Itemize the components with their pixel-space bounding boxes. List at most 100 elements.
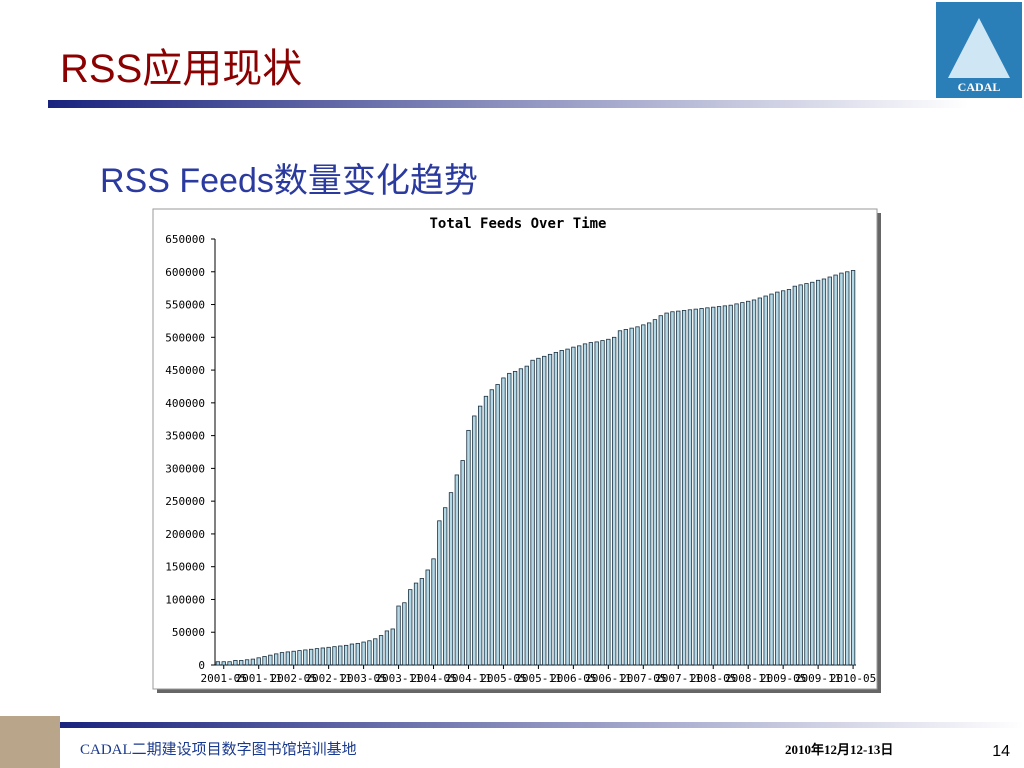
bar	[256, 657, 261, 666]
bar	[751, 299, 757, 666]
x-tick-label: 2007-05	[620, 672, 666, 685]
bar	[320, 647, 325, 666]
plot: 0 50000 100000 150000 200000 250000 300000 3500…	[165, 233, 876, 685]
bar	[542, 355, 547, 666]
bar	[355, 642, 360, 666]
bar	[693, 308, 698, 666]
logo-shape	[948, 18, 1010, 78]
x-tick-label: 2009-05	[760, 672, 806, 685]
chart-title: Total Feeds Over Time	[429, 216, 606, 232]
bar	[530, 359, 535, 666]
y-tick-label: 400000	[165, 397, 205, 410]
bar	[448, 492, 454, 666]
bar	[716, 306, 722, 666]
bar	[606, 338, 611, 666]
bar	[408, 589, 413, 666]
bar	[594, 341, 599, 666]
slide-subtitle: RSS Feeds数量变化趋势	[100, 162, 478, 200]
y-tick-label: 100000	[165, 593, 205, 606]
bar	[507, 372, 512, 666]
bar	[839, 272, 844, 666]
bar	[402, 602, 407, 666]
bar	[670, 311, 675, 666]
bar	[821, 278, 827, 666]
bar	[722, 305, 728, 666]
bar	[792, 285, 797, 666]
bar	[419, 578, 425, 666]
bar	[233, 660, 238, 666]
bar	[239, 660, 244, 666]
bar	[378, 635, 384, 666]
x-tick-label: 2007-11	[655, 672, 701, 685]
x-tick-label: 2002-05	[270, 672, 316, 685]
slide-title: RSS应用现状	[60, 47, 302, 91]
bar	[495, 384, 500, 666]
y-tick-label: 200000	[165, 528, 205, 541]
page-number: 14	[992, 743, 1010, 760]
bar	[769, 293, 774, 666]
bar	[617, 330, 623, 666]
bar	[798, 284, 803, 666]
x-tick-label: 2002-11	[305, 672, 351, 685]
bar	[274, 653, 279, 666]
x-tick-label: 2008-05	[690, 672, 736, 685]
bar	[460, 460, 465, 666]
x-tick-label: 2005-05	[480, 672, 526, 685]
x-tick-label: 2001-11	[236, 672, 282, 685]
bar	[629, 327, 634, 666]
bar	[244, 659, 250, 666]
bar	[326, 646, 331, 666]
bar	[676, 310, 681, 666]
bar	[518, 368, 524, 666]
bar	[227, 661, 232, 666]
bar	[571, 346, 576, 666]
bar	[291, 650, 296, 666]
bar	[373, 638, 378, 666]
bar	[781, 290, 786, 666]
bar	[833, 274, 838, 666]
x-tick-label: 2003-05	[340, 672, 386, 685]
bar	[431, 558, 436, 666]
bar	[343, 644, 349, 666]
bar	[489, 389, 494, 666]
bar	[827, 276, 832, 666]
bar	[443, 507, 448, 666]
bar	[454, 474, 459, 666]
bar	[536, 357, 541, 666]
bar	[390, 628, 395, 666]
bar	[262, 656, 267, 666]
y-tick-label: 350000	[165, 430, 205, 443]
bar	[553, 351, 559, 666]
bar	[483, 395, 489, 666]
bar	[757, 297, 762, 666]
logo-text: CADAL	[958, 80, 1001, 94]
bar	[396, 605, 401, 666]
bar	[559, 350, 564, 666]
bar	[501, 377, 506, 666]
footer-photo	[0, 716, 60, 768]
bar	[425, 569, 430, 666]
bar	[268, 654, 273, 666]
bar	[367, 640, 372, 666]
bar	[547, 353, 553, 666]
bar	[850, 270, 856, 666]
x-tick-label: 2005-11	[515, 672, 561, 685]
bar	[413, 582, 419, 666]
bar	[512, 370, 518, 666]
y-tick-label: 300000	[165, 462, 205, 475]
bar	[221, 661, 226, 666]
bar	[810, 281, 815, 666]
bar	[600, 340, 605, 666]
bar	[332, 646, 337, 666]
y-tick-label: 550000	[165, 299, 205, 312]
y-tick-label: 600000	[165, 266, 205, 279]
bar	[623, 329, 628, 666]
bar	[612, 336, 617, 666]
bar	[786, 289, 792, 666]
bar	[652, 319, 658, 666]
bar	[215, 661, 221, 666]
title-rule	[48, 100, 968, 108]
bar	[681, 310, 687, 666]
bar	[565, 348, 570, 666]
